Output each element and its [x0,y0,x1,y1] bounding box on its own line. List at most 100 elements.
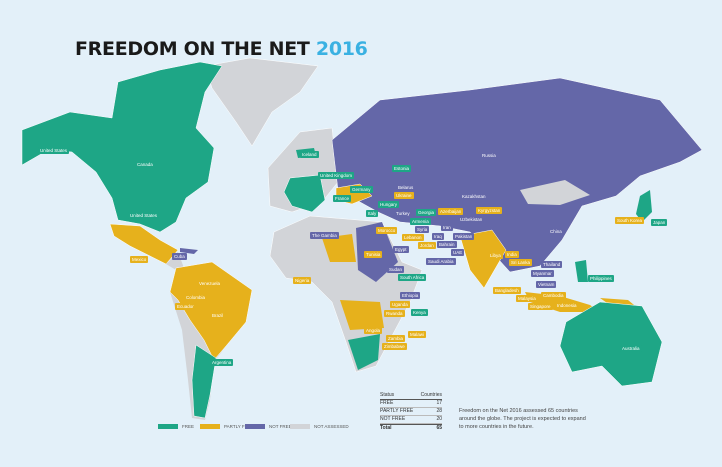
country-label-iran: Iran [441,224,453,231]
country-label-colombia: Colombia [184,294,208,301]
country-label-turkey: Turkey [394,210,412,217]
country-label-hungary: Hungary [378,201,400,208]
legend-swatch-not-free [245,424,265,429]
country-label-zambia: Zambia [386,335,406,342]
country-label-philippines: Philippines [588,275,614,282]
country-label-ecuador: Ecuador [175,303,196,310]
country-label-cuba: Cuba [172,253,187,260]
country-label-kazakhstan: Kazakhstan [460,193,488,200]
stats-total: Total 65 [380,424,442,432]
row-status: PARTLY FREE [380,408,414,414]
region-australia [559,301,663,387]
country-label-united-kingdom: United Kingdom [318,172,355,179]
country-label-kenya: Kenya [411,309,428,316]
country-label-syria: Syria [415,226,430,233]
region-argentina [191,344,217,419]
legend-label: NOT FREE [269,424,292,429]
title-year: 2016 [315,38,368,60]
row-count: 28 [436,408,442,414]
country-label-rwanda: Rwanda [384,310,405,317]
country-label-bahrain: Bahrain [437,241,457,248]
region-japan [636,190,652,222]
country-label-indonesia: Indonesia [555,302,579,309]
country-label-china: China [548,228,564,235]
row-status: FREE [380,400,394,406]
region-greenland [204,57,319,147]
country-label-angola: Angola [364,327,383,334]
country-label-the-gambia: The Gambia [310,232,339,239]
country-label-russia: Russia [480,152,498,159]
country-label-jordan: Jordan [418,242,436,249]
country-label-india: India [505,251,519,258]
region-southern-africa [340,300,384,330]
country-label-myanmar: Myanmar [531,270,554,277]
legend-free: FREE [158,424,194,429]
country-label-singapore: Singapore [528,303,553,310]
country-label-iceland: Iceland [300,151,319,158]
country-label-canada: Canada [135,161,155,168]
country-label-malaysia: Malaysia [516,295,538,302]
legend-not-assessed: NOT ASSESSED [290,424,349,429]
country-label-armenia: Armenia [410,218,431,225]
country-label-lebanon: Lebanon [402,234,424,241]
country-label-italy: Italy [366,210,379,217]
country-label-argentina: Argentina [210,359,234,366]
country-label-morocco: Morocco [376,227,398,234]
stats-table: Status Countries FREE 17 PARTLY FREE 28 NOT… [380,392,442,432]
region-india [459,229,507,289]
region-libya [322,234,356,262]
legend-swatch-free [158,424,178,429]
country-label-belarus: Belarus [396,184,416,191]
country-label-nigeria: Nigeria [293,277,312,284]
country-label-brazil: Brazil [210,312,226,319]
country-label-sri-lanka: Sri Lanka [509,259,533,266]
stats-header: Status Countries [380,392,442,400]
row-status: NOT FREE [380,416,406,422]
legend-partly-free: PARTLY FREE [200,424,254,429]
map-title: FREEDOM ON THE NET 2016 [75,38,368,60]
country-label-bangladesh: Bangladesh [493,287,521,294]
country-label-south-korea: South Korea [615,217,645,224]
legend-label: PARTLY FREE [224,424,254,429]
legend-not-free: NOT FREE [245,424,292,429]
region-south-africa [348,334,380,370]
header-countries: Countries [420,392,442,398]
country-label-ethiopia: Ethiopia [400,292,421,299]
header-status: Status [380,392,395,398]
stats-row: PARTLY FREE 28 [380,408,442,416]
country-label-sudan: Sudan [387,266,405,273]
country-label-libya: Libya [488,252,503,259]
stats-row: FREE 17 [380,400,442,408]
country-label-kyrgyzstan: Kyrgyzstan [476,207,503,214]
region-north-america [21,61,223,233]
country-label-japan: Japan [651,219,668,226]
country-label-uganda: Uganda [390,301,410,308]
row-count: 20 [436,416,442,422]
country-label-uzbekistan: Uzbekistan [458,216,485,223]
country-label-cambodia: Cambodia [541,292,566,299]
country-label-germany: Germany [350,186,373,193]
country-label-uae: UAE [451,249,465,256]
country-label-france: France [333,195,352,202]
country-label-saudi-arabia: Saudi Arabia [426,258,456,265]
title-text: FREEDOM ON THE NET [75,38,310,60]
legend-label: FREE [182,424,195,429]
country-label-estonia: Estonia [392,165,412,172]
country-label-tunisia: Tunisia [364,251,383,258]
legend-swatch-not-assessed [290,424,310,429]
legend-label: NOT ASSESSED [314,424,349,429]
country-label-azerbaijan: Azerbaijan [438,208,464,215]
country-label-zimbabwe: Zimbabwe [382,343,407,350]
country-label-venezuela: Venezuela [197,280,223,287]
country-label-mexico: Mexico [130,256,149,263]
country-label-egypt: Egypt [393,246,409,253]
country-label-malawi: Malawi [408,331,427,338]
country-label-united-states: United States [128,212,160,219]
country-label-georgia: Georgia [416,209,437,216]
country-label-pakistan: Pakistan [453,233,475,240]
country-label-australia: Australia [620,345,642,352]
country-label-iraq: Iraq [432,233,444,240]
country-label-vietnam: Vietnam [536,281,557,288]
total-status: Total [380,425,392,431]
